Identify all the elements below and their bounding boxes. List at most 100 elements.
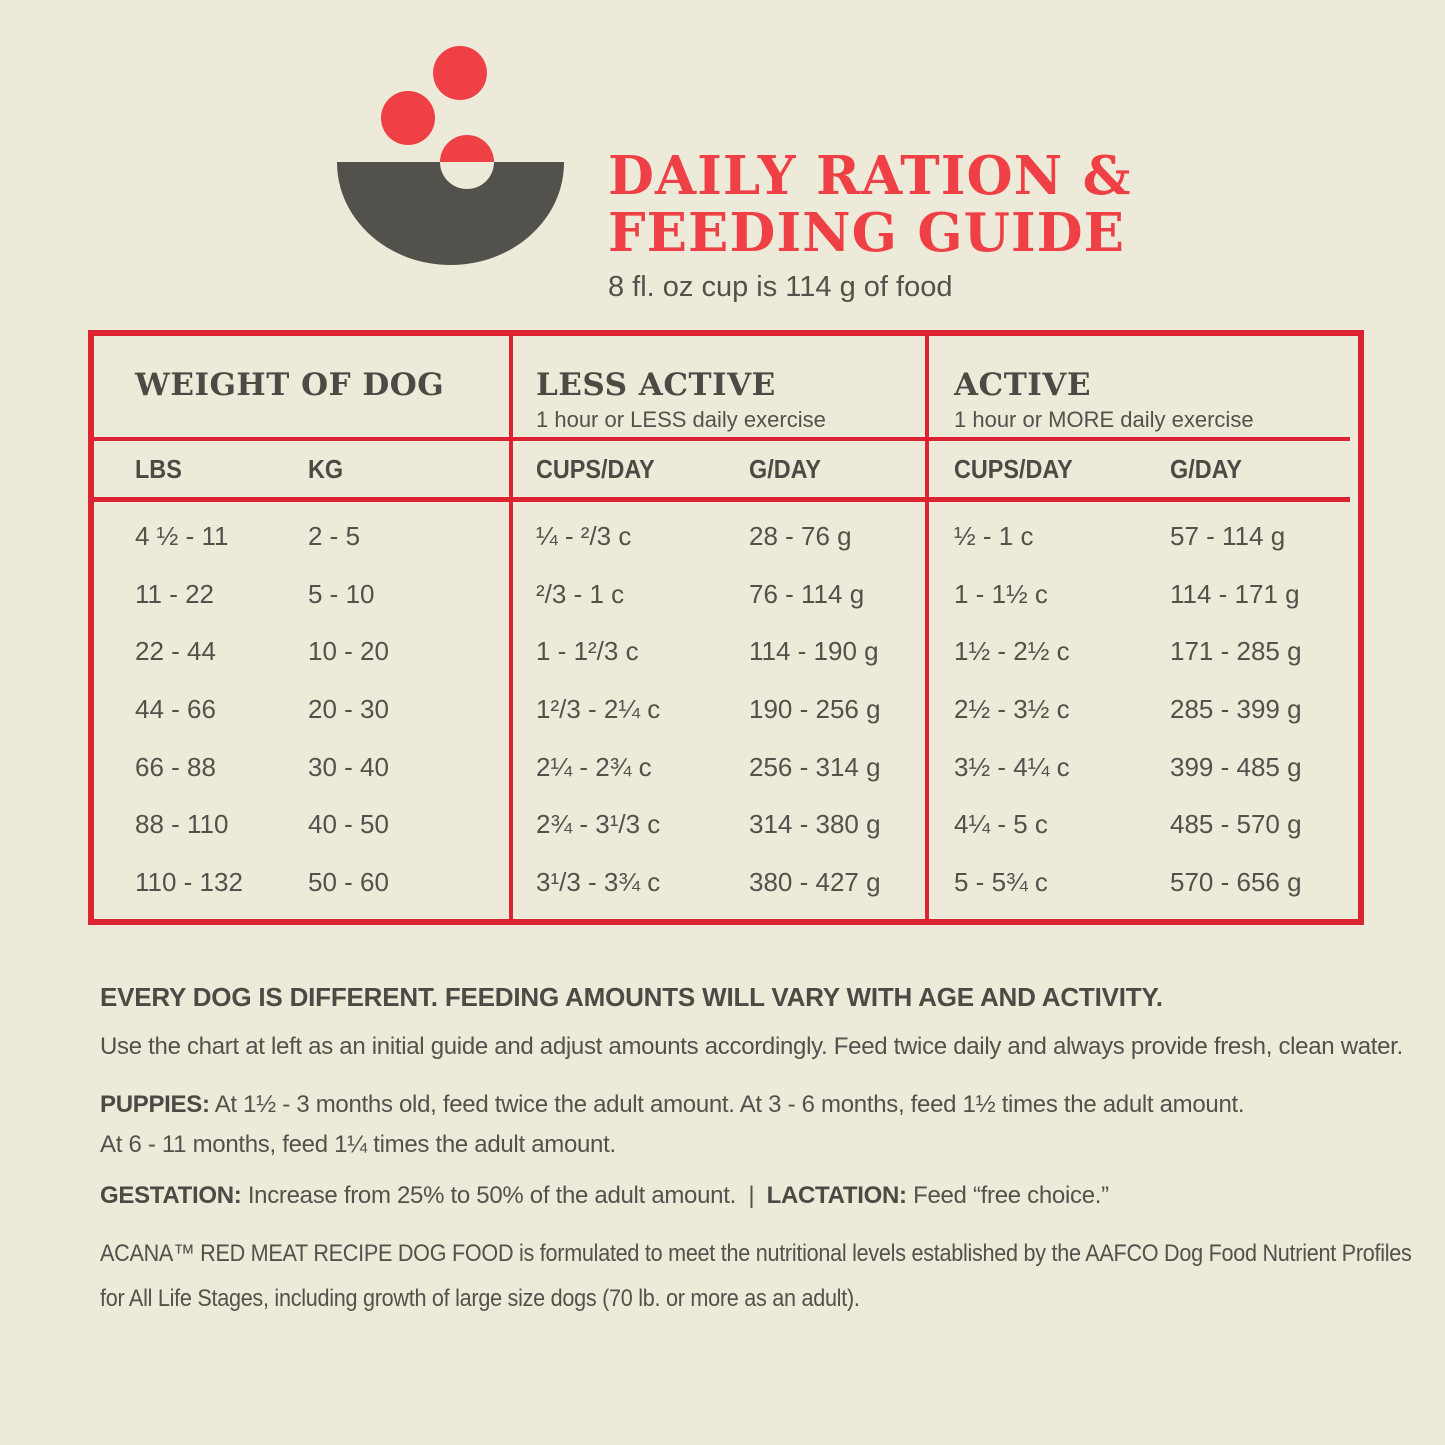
- notes-heading: EVERY DOG IS DIFFERENT. FEEDING AMOUNTS …: [100, 982, 1163, 1012]
- table-row: 88 - 110 40 - 50: [94, 796, 509, 854]
- group-subtitle: 1 hour or MORE daily exercise: [954, 407, 1254, 432]
- bowl-with-kibble-icon: [337, 46, 564, 265]
- column-header-kg: KG: [308, 453, 344, 484]
- table-row: ²/3 - 1 c 76 - 114 g: [513, 566, 925, 624]
- cell-cups: 2¼ - 2¾ c: [536, 751, 652, 782]
- cell-kg: 30 - 40: [308, 751, 389, 782]
- cell-lbs: 4 ½ - 11: [135, 521, 229, 552]
- group-title: ACTIVE: [954, 367, 1091, 403]
- page-title: DAILY RATION & FEEDING GUIDE: [608, 148, 1131, 262]
- cell-grams: 256 - 314 g: [749, 751, 881, 782]
- notes-gestation-lactation: GESTATION: Increase from 25% to 50% of t…: [100, 1181, 1435, 1211]
- table-row: ¼ - ²/3 c 28 - 76 g: [513, 508, 925, 566]
- cell-cups: 2¾ - 3¹/3 c: [536, 809, 661, 840]
- group-header-less-active: LESS ACTIVE 1 hour or LESS daily exercis…: [513, 336, 925, 441]
- table-row: 2½ - 3½ c 285 - 399 g: [929, 681, 1350, 739]
- cell-grams: 114 - 171 g: [1170, 578, 1300, 609]
- pipe-separator: |: [748, 1182, 755, 1209]
- table-row: 1 - 1²/3 c 114 - 190 g: [513, 623, 925, 681]
- cell-cups: ½ - 1 c: [954, 521, 1034, 552]
- puppies-text-line1: At 1½ - 3 months old, feed twice the adu…: [214, 1091, 1245, 1118]
- cell-kg: 20 - 30: [308, 694, 389, 725]
- table-row: 22 - 44 10 - 20: [94, 623, 509, 681]
- group-title: WEIGHT OF DOG: [135, 367, 445, 403]
- cup-conversion-note: 8 fl. oz cup is 114 g of food: [608, 271, 953, 303]
- cell-cups: 2½ - 3½ c: [954, 694, 1070, 725]
- cell-grams: 314 - 380 g: [749, 809, 881, 840]
- table-row: 1 - 1½ c 114 - 171 g: [929, 566, 1350, 624]
- notes-puppies: PUPPIES: At 1½ - 3 months old, feed twic…: [100, 1085, 1435, 1165]
- cell-grams: 28 - 76 g: [749, 521, 852, 552]
- puppies-label: PUPPIES:: [100, 1091, 210, 1118]
- gestation-text: Increase from 25% to 50% of the adult am…: [247, 1182, 736, 1209]
- table-row: 4¼ - 5 c 485 - 570 g: [929, 796, 1350, 854]
- cell-grams: 285 - 399 g: [1170, 694, 1302, 725]
- cell-cups: 4¼ - 5 c: [954, 809, 1048, 840]
- table-row: 66 - 88 30 - 40: [94, 738, 509, 796]
- group-title: LESS ACTIVE: [536, 367, 776, 403]
- cell-cups: ²/3 - 1 c: [536, 578, 625, 609]
- cell-lbs: 110 - 132: [135, 866, 243, 897]
- column-header-lbs: LBS: [135, 453, 182, 484]
- lactation-label: LACTATION:: [766, 1182, 907, 1209]
- cell-kg: 2 - 5: [308, 521, 361, 552]
- column-header-cups-day: CUPS/DAY: [954, 453, 1073, 484]
- cell-cups: 1 - 1½ c: [954, 578, 1048, 609]
- kibble-dot-icon: [433, 46, 487, 100]
- cell-kg: 40 - 50: [308, 809, 389, 840]
- table-group-less-active: LESS ACTIVE 1 hour or LESS daily exercis…: [513, 336, 929, 919]
- group-subtitle: 1 hour or LESS daily exercise: [536, 407, 826, 432]
- puppies-text-line2: At 6 - 11 months, feed 1¼ times the adul…: [100, 1131, 616, 1158]
- table-group-active: ACTIVE 1 hour or MORE daily exercise CUP…: [929, 336, 1350, 919]
- page-title-line1: DAILY RATION &: [608, 145, 1132, 207]
- cell-cups: 1²/3 - 2¼ c: [536, 694, 661, 725]
- cell-grams: 570 - 656 g: [1170, 866, 1302, 897]
- kibble-dot-icon: [381, 91, 435, 145]
- cell-grams: 114 - 190 g: [749, 636, 879, 667]
- feeding-notes: EVERY DOG IS DIFFERENT. FEEDING AMOUNTS …: [100, 982, 1435, 1321]
- column-header-cups-day: CUPS/DAY: [536, 453, 655, 484]
- table-row: 2¼ - 2¾ c 256 - 314 g: [513, 738, 925, 796]
- cell-kg: 10 - 20: [308, 636, 389, 667]
- cell-lbs: 44 - 66: [135, 694, 216, 725]
- cell-grams: 57 - 114 g: [1170, 521, 1286, 552]
- cell-cups: 3¹/3 - 3¾ c: [536, 866, 661, 897]
- cell-grams: 76 - 114 g: [749, 578, 865, 609]
- cell-cups: 3½ - 4¼ c: [954, 751, 1070, 782]
- cell-cups: 1 - 1²/3 c: [536, 636, 639, 667]
- feeding-table: WEIGHT OF DOG LBS KG 4 ½ - 11 2 - 5 11 - …: [88, 330, 1364, 925]
- column-header-row: LBS KG: [94, 441, 509, 502]
- cell-grams: 485 - 570 g: [1170, 809, 1302, 840]
- table-row: ½ - 1 c 57 - 114 g: [929, 508, 1350, 566]
- table-row: 44 - 66 20 - 30: [94, 681, 509, 739]
- group-header-weight: WEIGHT OF DOG: [94, 336, 509, 441]
- notes-aafco-statement: ACANA™ RED MEAT RECIPE DOG FOOD is formu…: [100, 1240, 1412, 1312]
- cell-lbs: 66 - 88: [135, 751, 216, 782]
- column-header-row: CUPS/DAY G/DAY: [513, 441, 925, 502]
- group-header-active: ACTIVE 1 hour or MORE daily exercise: [929, 336, 1350, 441]
- lactation-text: Feed “free choice.”: [913, 1182, 1109, 1209]
- table-row: 4 ½ - 11 2 - 5: [94, 508, 509, 566]
- cell-cups: ¼ - ²/3 c: [536, 521, 632, 552]
- cell-cups: 5 - 5¾ c: [954, 866, 1048, 897]
- cell-kg: 5 - 10: [308, 578, 375, 609]
- table-row: 11 - 22 5 - 10: [94, 566, 509, 624]
- table-row: 1²/3 - 2¼ c 190 - 256 g: [513, 681, 925, 739]
- column-header-g-day: G/DAY: [749, 453, 821, 484]
- cell-grams: 190 - 256 g: [749, 694, 881, 725]
- table-row: 3¹/3 - 3¾ c 380 - 427 g: [513, 853, 925, 911]
- gestation-label: GESTATION:: [100, 1182, 242, 1209]
- cell-kg: 50 - 60: [308, 866, 389, 897]
- cell-lbs: 88 - 110: [135, 809, 229, 840]
- cell-lbs: 11 - 22: [135, 578, 215, 609]
- table-row: 110 - 132 50 - 60: [94, 853, 509, 911]
- cell-grams: 380 - 427 g: [749, 866, 881, 897]
- table-row: 2¾ - 3¹/3 c 314 - 380 g: [513, 796, 925, 854]
- page-title-line2: FEEDING GUIDE: [608, 202, 1125, 264]
- cell-lbs: 22 - 44: [135, 636, 216, 667]
- cell-grams: 399 - 485 g: [1170, 751, 1302, 782]
- table-row: 1½ - 2½ c 171 - 285 g: [929, 623, 1350, 681]
- table-row: 5 - 5¾ c 570 - 656 g: [929, 853, 1350, 911]
- table-group-weight: WEIGHT OF DOG LBS KG 4 ½ - 11 2 - 5 11 - …: [94, 336, 513, 919]
- cell-grams: 171 - 285 g: [1170, 636, 1302, 667]
